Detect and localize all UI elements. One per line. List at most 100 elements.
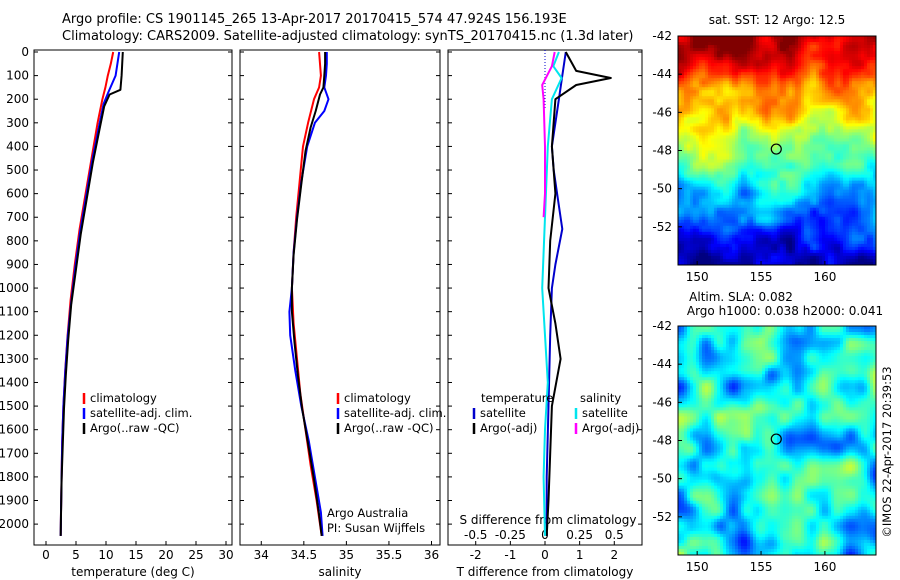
sst-map-cell xyxy=(810,189,814,194)
sst-map-cell xyxy=(816,123,820,127)
sst-map-cell xyxy=(816,222,820,227)
sst-map-cell xyxy=(789,216,793,221)
sst-map-cell xyxy=(693,129,697,134)
sst-map-cell xyxy=(753,147,757,152)
sst-map-cell xyxy=(768,144,772,149)
sst-map-cell xyxy=(774,54,778,58)
sst-map-cell xyxy=(699,189,703,194)
sst-map-cell xyxy=(750,132,754,137)
sst-map-cell xyxy=(798,183,802,188)
sst-map-cell xyxy=(858,150,862,155)
sst-map-cell xyxy=(711,114,715,118)
sst-map-cell xyxy=(852,84,856,88)
sst-map-cell xyxy=(837,93,841,97)
sst-map-cell xyxy=(684,228,688,233)
sst-map-cell xyxy=(762,150,766,155)
sst-map-cell xyxy=(714,252,718,257)
sst-map-cell xyxy=(780,81,784,85)
sst-map-cell xyxy=(768,57,772,61)
sst-map-cell xyxy=(693,192,697,197)
sst-map-cell xyxy=(783,237,787,242)
sst-map-cell xyxy=(786,57,790,61)
sst-map-cell xyxy=(756,105,760,109)
sst-map-cell xyxy=(687,57,691,61)
sst-map-cell xyxy=(750,177,754,182)
sst-map-cell xyxy=(693,90,697,94)
sst-map-cell xyxy=(735,81,739,85)
sst-map-cell xyxy=(789,54,793,58)
sst-map-cell xyxy=(759,147,763,152)
sst-map-cell xyxy=(795,39,799,43)
sst-map-cell xyxy=(846,66,850,70)
sst-map-cell xyxy=(720,57,724,61)
sst-map-cell xyxy=(777,150,781,155)
sst-map-cell xyxy=(702,60,706,64)
sst-map-cell xyxy=(717,126,721,130)
sst-map-cell xyxy=(813,186,817,191)
sst-map-cell xyxy=(843,156,847,161)
sst-map-cell xyxy=(822,87,826,91)
sst-map-cell xyxy=(753,96,757,100)
sst-map-cell xyxy=(711,81,715,85)
sst-map-cell xyxy=(756,225,760,230)
sst-map-cell xyxy=(813,165,817,170)
sst-map-cell xyxy=(744,93,748,97)
sst-map-cell xyxy=(777,141,781,146)
sst-map-cell xyxy=(723,231,727,236)
sst-map-cell xyxy=(855,153,859,158)
sst-map-cell xyxy=(843,225,847,230)
sst-map-cell xyxy=(810,117,814,121)
sst-map-cell xyxy=(714,237,718,242)
sst-map-cell xyxy=(789,231,793,236)
sst-map-cell xyxy=(780,174,784,179)
sst-map-cell xyxy=(807,228,811,233)
sst-map-cell xyxy=(690,171,694,176)
sst-map-cell xyxy=(870,108,874,112)
sst-map-cell xyxy=(792,246,796,251)
sst-map-cell xyxy=(795,48,799,52)
sst-map-cell xyxy=(858,255,862,260)
sst-map-cell xyxy=(873,90,876,94)
sst-map-cell xyxy=(819,210,823,215)
sst-map-cell xyxy=(693,45,697,49)
sst-map-cell xyxy=(750,75,754,79)
sst-map-cell xyxy=(789,237,793,242)
sst-map-cell xyxy=(837,204,841,209)
sst-map-cell xyxy=(738,231,742,236)
sst-map-cell xyxy=(684,135,688,140)
sst-map-cell xyxy=(825,66,829,70)
sst-map-cell xyxy=(801,192,805,197)
sst-map-cell xyxy=(696,126,700,130)
sst-map-cell xyxy=(858,60,862,64)
sst-map-cell xyxy=(849,168,853,173)
sst-map-cell xyxy=(738,177,742,182)
sst-map-cell xyxy=(693,243,697,248)
sst-map-cell xyxy=(768,252,772,257)
sst-map-cell xyxy=(756,42,760,46)
sst-map-cell xyxy=(750,57,754,61)
sst-map-cell xyxy=(735,54,739,58)
sst-map-cell xyxy=(723,45,727,49)
sst-map-cell xyxy=(804,246,808,251)
sst-map-cell xyxy=(732,126,736,130)
sst-map-cell xyxy=(699,171,703,176)
sst-map-cell xyxy=(738,147,742,152)
sst-map-cell xyxy=(789,258,793,263)
sst-map-cell xyxy=(732,258,736,263)
sst-map-cell xyxy=(690,48,694,52)
sst-map-cell xyxy=(771,42,775,46)
sst-map-cell xyxy=(756,141,760,146)
sst-map-cell xyxy=(720,108,724,112)
sst-map-cell xyxy=(828,102,832,106)
sst-map-cell xyxy=(852,201,856,206)
sst-map-cell xyxy=(732,108,736,112)
sst-map-cell xyxy=(741,84,745,88)
sst-map-cell xyxy=(807,78,811,82)
sst-map-cell xyxy=(720,51,724,55)
sst-map-cell xyxy=(798,165,802,170)
sst-map-cell xyxy=(813,102,817,106)
sst-map-cell xyxy=(780,171,784,176)
sst-map-cell xyxy=(729,69,733,73)
sst-map-cell xyxy=(852,96,856,100)
sst-map-cell xyxy=(708,189,712,194)
